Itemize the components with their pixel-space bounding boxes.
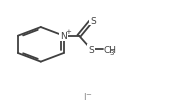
Text: N: N [60, 32, 67, 41]
Text: −: − [86, 91, 92, 97]
Text: 3: 3 [109, 49, 114, 55]
Text: CH: CH [104, 45, 117, 54]
Text: I: I [83, 93, 86, 101]
Text: +: + [66, 28, 71, 34]
Text: S: S [88, 46, 94, 55]
Text: S: S [90, 16, 96, 25]
